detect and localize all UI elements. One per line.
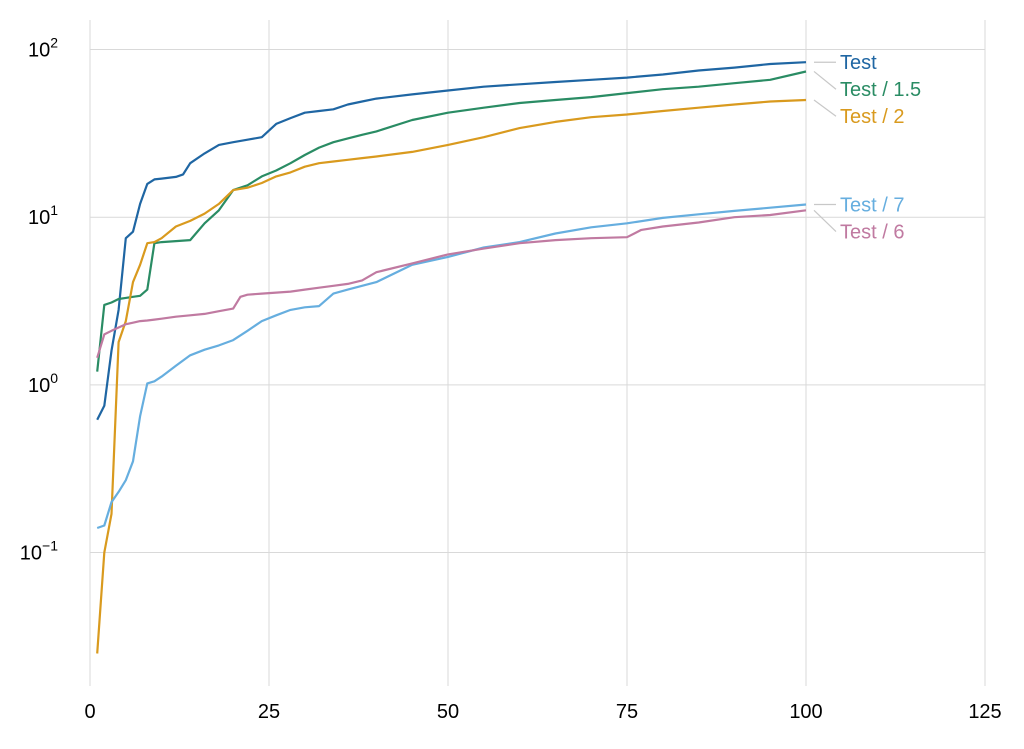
- x-tick-label: 25: [258, 701, 280, 723]
- series-line-3: [96, 203, 807, 530]
- legend-label: Test / 1.5: [840, 79, 921, 101]
- legend-label: Test / 2: [840, 106, 904, 128]
- y-tick-base: 10: [28, 375, 50, 397]
- series-line-1: [96, 70, 807, 372]
- y-tick-label: 101: [28, 202, 58, 229]
- y-tick-exponent: −1: [42, 538, 58, 554]
- x-tick-label: 100: [789, 701, 822, 723]
- legend-label: Test / 7: [840, 195, 904, 217]
- series-line-0: [96, 61, 807, 421]
- y-tick-base: 10: [28, 207, 50, 229]
- y-tick-exponent: 2: [50, 35, 58, 51]
- legend-label: Test / 6: [840, 222, 904, 244]
- y-tick-exponent: 1: [50, 202, 58, 218]
- legend: Test Test / 1.5 Test / 2 Test / 7 Test / 6: [813, 52, 921, 244]
- legend-leader-line: [813, 99, 837, 117]
- x-tick-label: 50: [437, 701, 459, 723]
- x-tick-label: 125: [968, 701, 1001, 723]
- legend-label: Test: [840, 52, 877, 74]
- y-tick-exponent: 0: [50, 370, 58, 386]
- y-tick-base: 10: [28, 40, 50, 62]
- legend-leader-line: [813, 209, 837, 232]
- series-lines: [96, 61, 807, 654]
- x-tick-label: 75: [616, 701, 638, 723]
- y-tick-base: 10: [20, 543, 42, 565]
- legend-leader-line: [813, 70, 837, 90]
- y-tick-label: 100: [28, 370, 58, 397]
- y-tick-label: 10−1: [20, 538, 58, 565]
- series-line-2: [96, 98, 807, 654]
- y-tick-label: 102: [28, 35, 58, 62]
- series-line-4: [96, 209, 807, 359]
- x-tick-label: 0: [84, 701, 95, 723]
